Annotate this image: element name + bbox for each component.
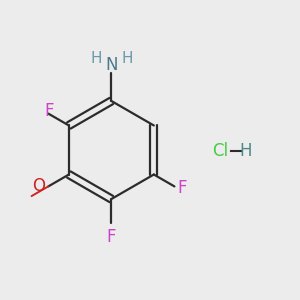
Text: H: H	[121, 51, 133, 66]
Text: O: O	[32, 177, 45, 195]
Text: F: F	[177, 179, 187, 197]
Text: H: H	[240, 142, 252, 160]
Text: H: H	[90, 51, 102, 66]
Text: N: N	[105, 56, 118, 74]
Text: F: F	[44, 102, 54, 120]
Text: Cl: Cl	[212, 142, 228, 160]
Text: F: F	[106, 228, 116, 246]
